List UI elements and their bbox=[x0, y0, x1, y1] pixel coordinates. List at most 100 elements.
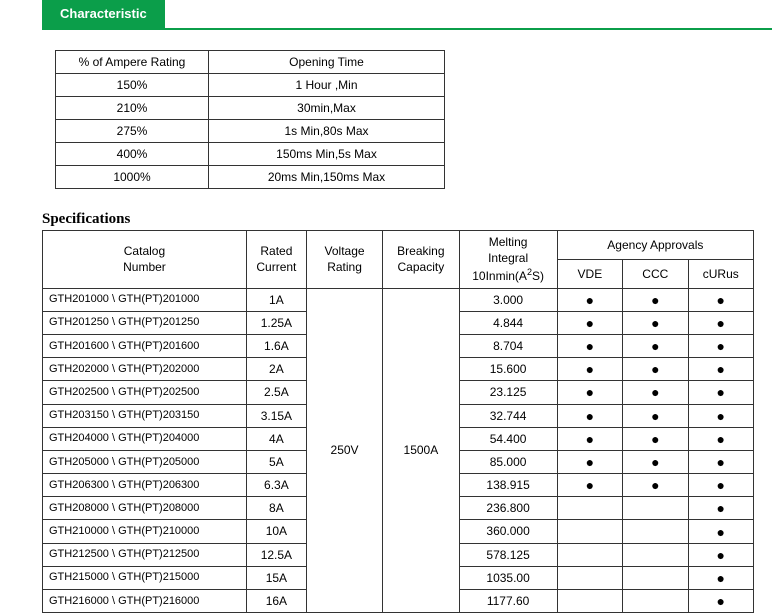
cell-curus: ● bbox=[688, 358, 753, 381]
cell-current: 12.5A bbox=[246, 543, 306, 566]
cell-melting: 4.844 bbox=[459, 311, 557, 334]
cell-curus: ● bbox=[688, 520, 753, 543]
table-cell: 150% bbox=[56, 74, 209, 97]
cell-vde: ● bbox=[557, 334, 622, 357]
cell-melting: 3.000 bbox=[459, 288, 557, 311]
cell-melting: 1177.60 bbox=[459, 590, 557, 613]
col-curus: cURus bbox=[688, 259, 753, 288]
table-cell: 30min,Max bbox=[209, 97, 445, 120]
cell-ccc: ● bbox=[623, 450, 688, 473]
cell-curus: ● bbox=[688, 311, 753, 334]
cell-vde: ● bbox=[557, 450, 622, 473]
cell-current: 2A bbox=[246, 358, 306, 381]
cell-ccc: ● bbox=[623, 474, 688, 497]
cell-catalog: GTH201250 \ GTH(PT)201250 bbox=[43, 311, 247, 334]
cell-catalog: GTH216000 \ GTH(PT)216000 bbox=[43, 590, 247, 613]
cell-curus: ● bbox=[688, 474, 753, 497]
cell-curus: ● bbox=[688, 288, 753, 311]
cell-ccc bbox=[623, 543, 688, 566]
cell-melting: 32.744 bbox=[459, 404, 557, 427]
cell-catalog: GTH212500 \ GTH(PT)212500 bbox=[43, 543, 247, 566]
cell-ccc: ● bbox=[623, 381, 688, 404]
col-ccc: CCC bbox=[623, 259, 688, 288]
table-cell: 275% bbox=[56, 120, 209, 143]
cell-catalog: GTH208000 \ GTH(PT)208000 bbox=[43, 497, 247, 520]
specifications-table: CatalogNumber RatedCurrent VoltageRating… bbox=[42, 230, 754, 613]
cell-curus: ● bbox=[688, 450, 753, 473]
cell-current: 8A bbox=[246, 497, 306, 520]
cell-current: 3.15A bbox=[246, 404, 306, 427]
cell-ccc bbox=[623, 520, 688, 543]
table-cell: 1000% bbox=[56, 166, 209, 189]
cell-ccc: ● bbox=[623, 311, 688, 334]
characteristic-table: % of Ampere Rating Opening Time 150%1 Ho… bbox=[55, 50, 445, 189]
cell-melting: 85.000 bbox=[459, 450, 557, 473]
cell-catalog: GTH201000 \ GTH(PT)201000 bbox=[43, 288, 247, 311]
char-col-ampere: % of Ampere Rating bbox=[56, 51, 209, 74]
cell-current: 15A bbox=[246, 566, 306, 589]
cell-curus: ● bbox=[688, 404, 753, 427]
table-cell: 400% bbox=[56, 143, 209, 166]
cell-ccc: ● bbox=[623, 288, 688, 311]
cell-catalog: GTH203150 \ GTH(PT)203150 bbox=[43, 404, 247, 427]
col-voltage: VoltageRating bbox=[306, 231, 382, 289]
cell-ccc bbox=[623, 497, 688, 520]
col-rated: RatedCurrent bbox=[246, 231, 306, 289]
cell-melting: 236.800 bbox=[459, 497, 557, 520]
col-vde: VDE bbox=[557, 259, 622, 288]
cell-curus: ● bbox=[688, 590, 753, 613]
cell-current: 1.25A bbox=[246, 311, 306, 334]
cell-melting: 15.600 bbox=[459, 358, 557, 381]
cell-curus: ● bbox=[688, 334, 753, 357]
col-catalog: CatalogNumber bbox=[43, 231, 247, 289]
cell-curus: ● bbox=[688, 381, 753, 404]
cell-voltage: 250V bbox=[306, 288, 382, 613]
cell-current: 4A bbox=[246, 427, 306, 450]
table-row: 400%150ms Min,5s Max bbox=[56, 143, 445, 166]
cell-ccc: ● bbox=[623, 404, 688, 427]
table-cell: 150ms Min,5s Max bbox=[209, 143, 445, 166]
cell-ccc bbox=[623, 590, 688, 613]
table-row: 275%1s Min,80s Max bbox=[56, 120, 445, 143]
cell-ccc bbox=[623, 566, 688, 589]
char-col-opening: Opening Time bbox=[209, 51, 445, 74]
cell-curus: ● bbox=[688, 497, 753, 520]
cell-current: 1A bbox=[246, 288, 306, 311]
cell-melting: 360.000 bbox=[459, 520, 557, 543]
specifications-title: Specifications bbox=[42, 211, 772, 228]
cell-vde bbox=[557, 543, 622, 566]
cell-current: 2.5A bbox=[246, 381, 306, 404]
tab-characteristic[interactable]: Characteristic bbox=[42, 0, 165, 28]
cell-vde bbox=[557, 566, 622, 589]
cell-catalog: GTH215000 \ GTH(PT)215000 bbox=[43, 566, 247, 589]
table-cell: 20ms Min,150ms Max bbox=[209, 166, 445, 189]
cell-ccc: ● bbox=[623, 334, 688, 357]
cell-vde: ● bbox=[557, 311, 622, 334]
cell-melting: 54.400 bbox=[459, 427, 557, 450]
cell-current: 16A bbox=[246, 590, 306, 613]
cell-vde: ● bbox=[557, 288, 622, 311]
table-cell: 1 Hour ,Min bbox=[209, 74, 445, 97]
cell-catalog: GTH204000 \ GTH(PT)204000 bbox=[43, 427, 247, 450]
table-cell: 1s Min,80s Max bbox=[209, 120, 445, 143]
col-agency: Agency Approvals bbox=[557, 231, 753, 260]
cell-current: 1.6A bbox=[246, 334, 306, 357]
cell-catalog: GTH205000 \ GTH(PT)205000 bbox=[43, 450, 247, 473]
cell-catalog: GTH201600 \ GTH(PT)201600 bbox=[43, 334, 247, 357]
cell-vde bbox=[557, 590, 622, 613]
table-cell: 210% bbox=[56, 97, 209, 120]
table-row: 150%1 Hour ,Min bbox=[56, 74, 445, 97]
cell-ccc: ● bbox=[623, 358, 688, 381]
cell-vde: ● bbox=[557, 404, 622, 427]
cell-catalog: GTH206300 \ GTH(PT)206300 bbox=[43, 474, 247, 497]
table-row: GTH201000 \ GTH(PT)2010001A250V1500A3.00… bbox=[43, 288, 754, 311]
cell-melting: 23.125 bbox=[459, 381, 557, 404]
cell-catalog: GTH202000 \ GTH(PT)202000 bbox=[43, 358, 247, 381]
cell-melting: 1035.00 bbox=[459, 566, 557, 589]
cell-curus: ● bbox=[688, 543, 753, 566]
col-breaking: BreakingCapacity bbox=[383, 231, 459, 289]
cell-vde bbox=[557, 520, 622, 543]
tab-underline bbox=[42, 28, 772, 30]
cell-melting: 138.915 bbox=[459, 474, 557, 497]
cell-ccc: ● bbox=[623, 427, 688, 450]
